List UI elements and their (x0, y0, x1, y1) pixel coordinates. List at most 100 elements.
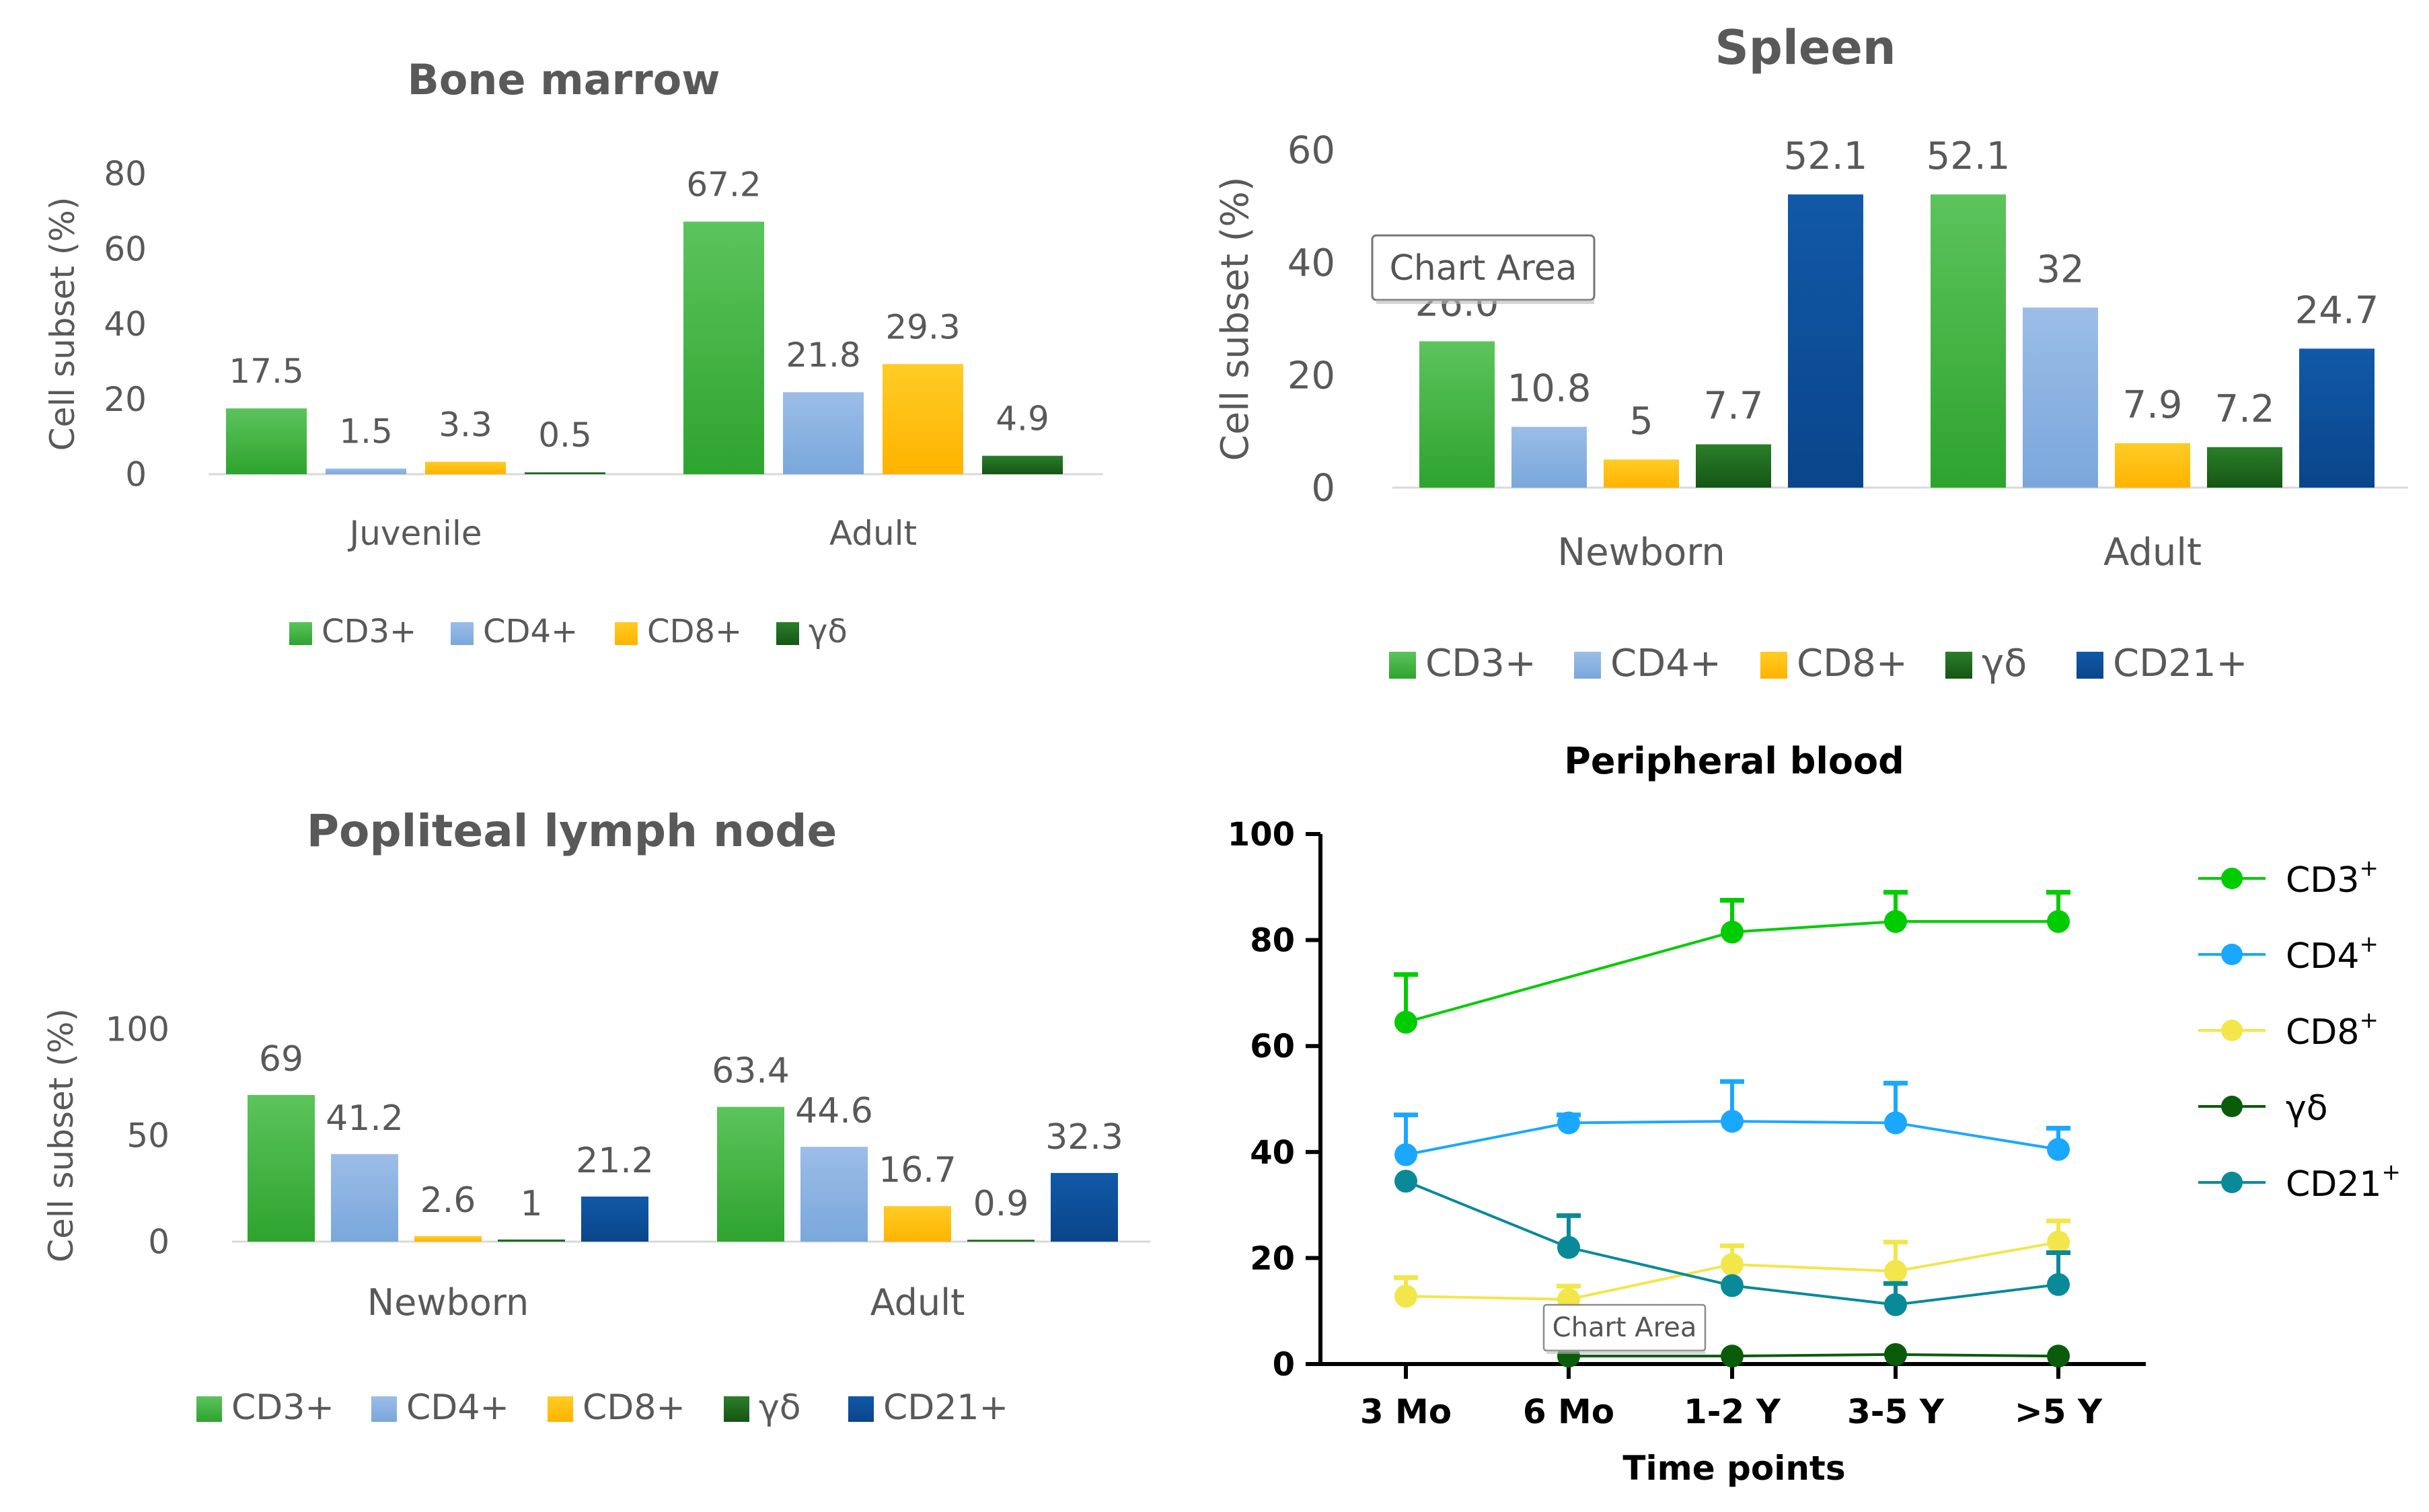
series-cd8[interactable] (1394, 1218, 2070, 1311)
legend-item[interactable]: CD4+ (371, 1388, 509, 1428)
data-point[interactable] (1394, 1170, 1417, 1193)
bar-cd4pos-adult[interactable] (783, 392, 864, 474)
bar-cd3pos-adult[interactable] (683, 221, 764, 474)
bar-cd21pos-newborn[interactable] (1788, 194, 1863, 488)
legend-item[interactable]: γδ (776, 613, 848, 650)
data-point[interactable] (2047, 910, 2070, 934)
data-point[interactable] (1721, 1110, 1744, 1133)
bar-cd4pos-newborn[interactable] (1511, 426, 1587, 488)
bar-cd8pos-adult[interactable] (2115, 443, 2190, 488)
legend-item[interactable]: CD3+ (2198, 855, 2379, 901)
x-axis-title: Time points (1622, 1449, 1845, 1488)
legend-marker (2221, 1020, 2243, 1041)
legend-item[interactable]: CD3+ (1389, 642, 1536, 685)
legend-item[interactable]: CD4+ (451, 613, 578, 650)
data-point[interactable] (1721, 1345, 1744, 1368)
bar-gd-newborn[interactable] (498, 1239, 565, 1242)
data-label: 0.5 (538, 416, 592, 455)
data-point[interactable] (1721, 1252, 1744, 1276)
data-label: 0.9 (973, 1184, 1029, 1224)
y-tick-label: 20 (1287, 354, 1335, 398)
data-point[interactable] (1884, 1111, 1907, 1135)
bar-cd3pos-adult[interactable] (717, 1106, 784, 1242)
bar-cd4pos-juvenile[interactable] (326, 468, 406, 474)
data-label: 41.2 (326, 1098, 404, 1139)
legend-swatch (196, 1396, 222, 1422)
bar-gd-juvenile[interactable] (525, 472, 605, 474)
data-point[interactable] (1884, 1260, 1907, 1283)
legend-item[interactable]: CD8+ (2198, 1007, 2379, 1053)
y-tick-label: 0 (148, 1223, 170, 1262)
data-point[interactable] (2047, 1137, 2070, 1161)
bar-cd3pos-juvenile[interactable] (226, 408, 307, 474)
data-point[interactable] (2047, 1273, 2070, 1296)
bar-cd3pos-adult[interactable] (1931, 194, 2006, 488)
legend-item[interactable]: CD8+ (548, 1388, 685, 1428)
bar-gd-adult[interactable] (967, 1240, 1035, 1242)
legend-item[interactable]: CD21+ (2077, 642, 2247, 685)
legend-label: CD8+ (647, 613, 742, 650)
legend-item[interactable]: CD3+ (289, 613, 416, 650)
bar-cd4pos-adult[interactable] (2023, 307, 2098, 488)
bar-cd3pos-newborn[interactable] (1419, 341, 1495, 488)
legend-item[interactable]: CD21+ (848, 1388, 1008, 1428)
legend-label: γδ (809, 613, 848, 650)
legend-swatch (1945, 652, 1972, 679)
chart-bone-marrow[interactable]: Bone marrow Cell subset (%) 0 20 40 60 80 17.5 1… (43, 55, 1103, 650)
bar-gd-adult[interactable] (2207, 447, 2282, 488)
bar-cd4pos-newborn[interactable] (331, 1154, 398, 1242)
legend-item[interactable]: γδ (2198, 1088, 2328, 1129)
data-point[interactable] (1557, 1236, 1580, 1259)
bar-cd21pos-adult[interactable] (1051, 1172, 1118, 1242)
data-point[interactable] (1884, 1343, 1907, 1366)
data-point[interactable] (1721, 1274, 1744, 1297)
x-tick-label: 3 Mo (1360, 1392, 1452, 1431)
legend-item[interactable]: CD4+ (2198, 931, 2379, 977)
legend-item[interactable]: CD8+ (615, 613, 742, 650)
series-cd21[interactable] (1394, 1170, 2070, 1316)
x-tick-label: 1-2 Y (1684, 1392, 1781, 1431)
data-point[interactable] (1884, 1293, 1907, 1316)
bar-cd8pos-adult[interactable] (884, 1206, 951, 1242)
data-label: 1 (520, 1184, 542, 1224)
legend-swatch (848, 1396, 874, 1422)
data-point[interactable] (1394, 1143, 1417, 1166)
data-point[interactable] (1721, 920, 1744, 944)
legend-swatch (289, 622, 312, 645)
legend-item[interactable]: γδ (1945, 642, 2027, 685)
bar-cd8pos-juvenile[interactable] (425, 461, 506, 474)
series-cd3[interactable] (1394, 890, 2070, 1034)
legend-item[interactable]: CD3+ (196, 1388, 334, 1428)
legend-item[interactable]: CD4+ (1574, 642, 1721, 685)
data-point[interactable] (2047, 1230, 2070, 1254)
data-point[interactable] (1884, 910, 1907, 934)
data-point[interactable] (1394, 1285, 1417, 1308)
bar-cd21pos-adult[interactable] (2299, 348, 2375, 488)
data-point[interactable] (1557, 1111, 1580, 1135)
bar-cd8pos-newborn[interactable] (1604, 459, 1679, 488)
legend-label: γδ (1982, 642, 2027, 685)
bar-cd8pos-adult[interactable] (883, 364, 963, 474)
data-label: 32.3 (1045, 1117, 1123, 1158)
data-point[interactable] (1394, 1010, 1417, 1034)
legend-label: CD4+ (1610, 642, 1721, 685)
y-axis-label: Cell subset (%) (42, 1008, 81, 1262)
bar-gd-newborn[interactable] (1696, 444, 1771, 488)
bar-cd8pos-newborn[interactable] (414, 1236, 482, 1242)
data-point[interactable] (2047, 1345, 2070, 1368)
bar-cd21pos-newborn[interactable] (581, 1197, 648, 1242)
bar-cd4pos-adult[interactable] (800, 1147, 868, 1242)
bar-gd-adult[interactable] (982, 455, 1063, 474)
legend-label: γδ (759, 1388, 801, 1428)
bar-cd3pos-newborn[interactable] (248, 1094, 315, 1242)
series-cd4[interactable] (1394, 1079, 2070, 1166)
legend-item[interactable]: γδ (724, 1388, 801, 1428)
legend-swatch (615, 622, 638, 645)
chart-peripheral-blood[interactable]: Peripheral blood 0 20 40 60 80 100 3 Mo 6 Mo 1-2 … (1228, 740, 2401, 1488)
legend-item[interactable]: CD8+ (1760, 642, 1908, 685)
legend-swatch (451, 622, 474, 645)
legend-item[interactable]: CD21+ (2198, 1159, 2401, 1205)
data-label: 7.9 (2122, 383, 2182, 427)
